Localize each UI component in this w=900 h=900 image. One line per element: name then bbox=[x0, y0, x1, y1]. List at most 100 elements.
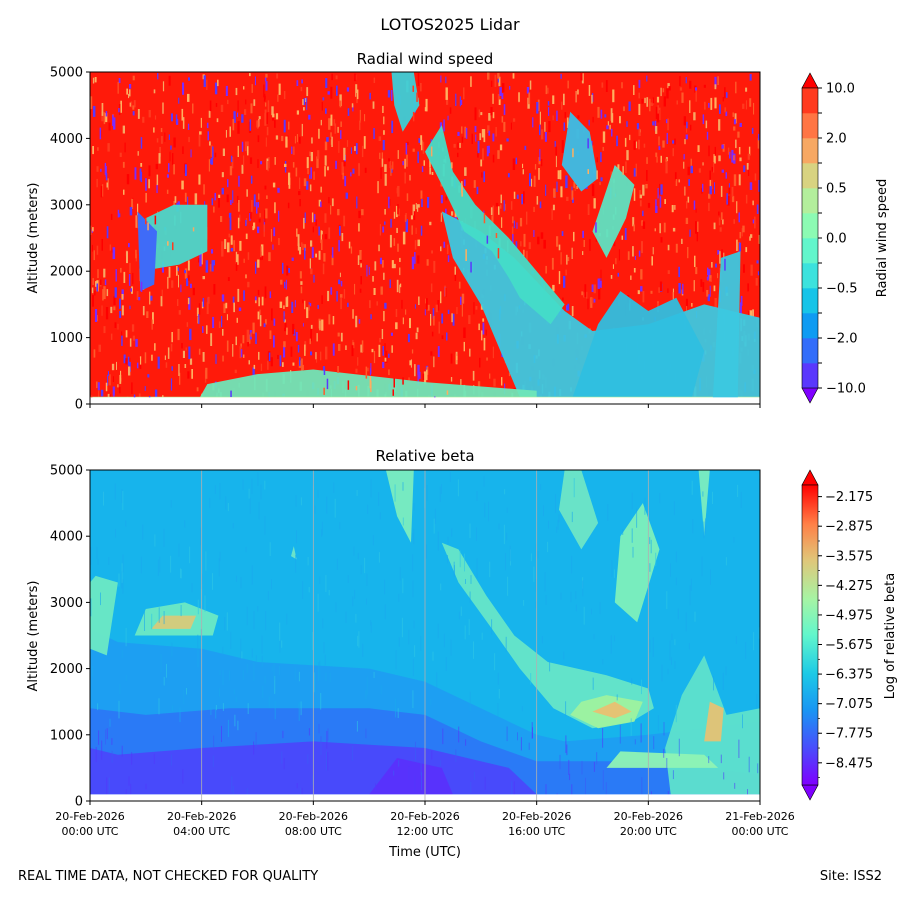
beta-texture-cell bbox=[640, 723, 642, 743]
wind-noise-cell bbox=[296, 110, 299, 115]
wind-noise-cell bbox=[142, 306, 145, 316]
beta-texture-cell bbox=[555, 494, 556, 513]
y-tick-label: 5000 bbox=[50, 66, 83, 81]
wind-noise-cell bbox=[363, 136, 366, 149]
wind-noise-cell bbox=[165, 362, 168, 368]
wind-noise-cell bbox=[373, 77, 376, 83]
beta-texture-cell bbox=[484, 502, 486, 518]
wind-noise-cell bbox=[749, 236, 751, 241]
wind-noise-cell bbox=[187, 123, 190, 130]
beta-texture-cell bbox=[415, 741, 416, 761]
wind-noise-cell bbox=[667, 288, 669, 293]
wind-noise-cell bbox=[656, 110, 660, 123]
beta-texture-cell bbox=[183, 690, 185, 704]
wind-noise-cell bbox=[119, 152, 122, 157]
beta-texture-cell bbox=[339, 522, 341, 530]
wind-noise-cell bbox=[255, 332, 257, 344]
wind-noise-cell bbox=[192, 227, 195, 232]
wind-noise-cell bbox=[315, 253, 317, 258]
x-tick-label-time: 00:00 UTC bbox=[61, 825, 118, 838]
wind-noise-cell bbox=[246, 189, 248, 197]
wind-noise-cell bbox=[358, 210, 361, 219]
wind-noise-cell bbox=[330, 114, 333, 126]
wind-noise-cell bbox=[337, 126, 339, 133]
beta-texture-cell bbox=[251, 478, 253, 494]
beta-texture-cell bbox=[242, 479, 244, 490]
wind-noise-cell bbox=[721, 169, 724, 173]
beta-texture-cell bbox=[319, 660, 321, 680]
wind-noise-cell bbox=[90, 225, 92, 235]
wind-noise-cell bbox=[286, 327, 288, 335]
wind-noise-cell bbox=[297, 344, 300, 353]
wind-noise-cell bbox=[621, 82, 623, 89]
beta-texture-cell bbox=[90, 547, 92, 565]
beta-texture-cell bbox=[393, 770, 395, 776]
wind-noise-cell bbox=[638, 103, 641, 115]
beta-texture-cell bbox=[286, 613, 288, 625]
cbar-bin bbox=[802, 313, 818, 339]
y-tick-label: 4000 bbox=[50, 132, 83, 147]
wind-noise-cell bbox=[118, 108, 120, 113]
beta-texture-cell bbox=[240, 638, 242, 658]
wind-noise-cell bbox=[304, 212, 306, 223]
wind-noise-cell bbox=[144, 352, 147, 364]
wind-noise-cell bbox=[308, 304, 310, 311]
wind-noise-cell bbox=[222, 148, 225, 156]
wind-noise-cell bbox=[687, 247, 689, 259]
beta-texture-cell bbox=[322, 618, 324, 629]
wind-noise-cell bbox=[355, 315, 358, 328]
wind-noise-cell bbox=[345, 192, 348, 199]
beta-texture-cell bbox=[469, 591, 471, 604]
wind-noise-cell bbox=[482, 318, 485, 322]
beta-texture-cell bbox=[460, 606, 462, 616]
wind-noise-cell bbox=[94, 309, 98, 322]
wind-noise-cell bbox=[587, 204, 590, 215]
wind-noise-cell bbox=[421, 199, 423, 207]
beta-texture-cell bbox=[470, 575, 472, 584]
wind-noise-cell bbox=[265, 73, 268, 78]
wind-noise-cell bbox=[202, 276, 205, 280]
wind-noise-cell bbox=[660, 87, 662, 97]
wind-noise-cell bbox=[287, 135, 289, 140]
wind-noise-cell bbox=[457, 131, 460, 136]
beta-texture-cell bbox=[745, 642, 747, 660]
wind-noise-cell bbox=[153, 89, 156, 94]
cbar-tick-label: 10.0 bbox=[826, 82, 855, 97]
wind-noise-cell bbox=[361, 145, 364, 158]
wind-noise-cell bbox=[210, 333, 213, 346]
wind-noise-cell bbox=[674, 205, 676, 210]
wind-noise-cell bbox=[565, 269, 567, 276]
wind-noise-cell bbox=[474, 107, 477, 121]
wind-noise-cell bbox=[401, 299, 403, 309]
wind-noise-cell bbox=[299, 199, 301, 207]
beta-texture-cell bbox=[503, 524, 505, 545]
beta-texture-cell bbox=[464, 553, 465, 572]
wind-noise-cell bbox=[500, 194, 502, 204]
wind-noise-cell bbox=[129, 338, 132, 347]
wind-noise-cell bbox=[566, 254, 568, 265]
wind-noise-cell bbox=[521, 194, 523, 205]
wind-noise-cell bbox=[736, 239, 738, 251]
wind-noise-cell bbox=[346, 140, 349, 147]
wind-noise-cell bbox=[635, 141, 638, 149]
beta-texture-cell bbox=[336, 558, 338, 570]
beta-texture-cell bbox=[547, 541, 549, 553]
wind-noise-cell bbox=[192, 103, 194, 114]
cbar-bin bbox=[802, 113, 818, 139]
wind-noise-cell bbox=[424, 309, 426, 316]
x-tick-label-date: 20-Feb-2026 bbox=[55, 810, 124, 823]
wind-noise-cell bbox=[568, 214, 571, 220]
wind-noise-cell bbox=[129, 262, 131, 274]
wind-noise-cell bbox=[522, 163, 524, 169]
cbar-bin bbox=[802, 288, 818, 314]
wind-noise-cell bbox=[328, 403, 330, 404]
wind-noise-cell bbox=[548, 107, 550, 116]
cbar-tick-label: −7.775 bbox=[825, 727, 873, 742]
wind-noise-cell bbox=[304, 300, 306, 310]
wind-noise-cell bbox=[701, 188, 703, 194]
wind-noise-cell bbox=[129, 207, 133, 216]
wind-noise-cell bbox=[440, 195, 443, 204]
wind-noise-cell bbox=[355, 84, 358, 97]
wind-noise-cell bbox=[384, 343, 386, 352]
beta-texture-cell bbox=[666, 758, 668, 769]
